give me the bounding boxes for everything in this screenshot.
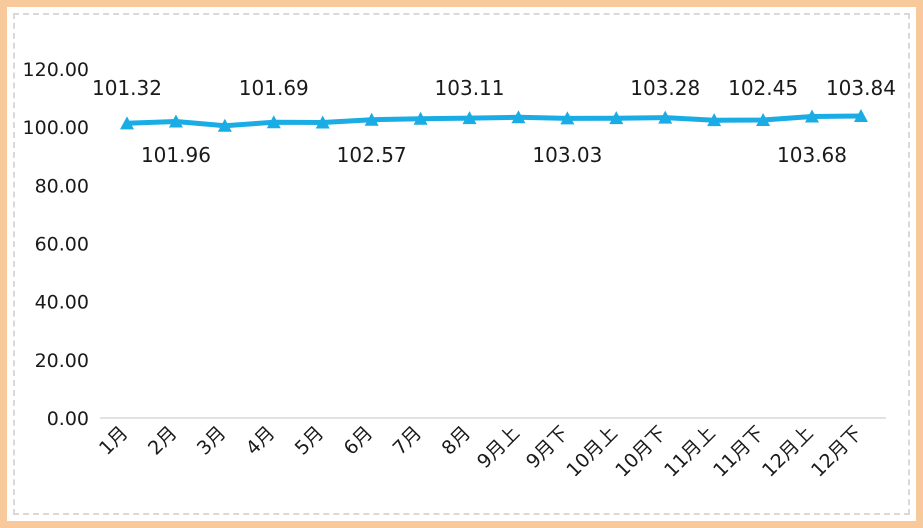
data-point-marker	[756, 113, 771, 127]
data-point-marker	[511, 110, 526, 124]
x-tick-label: 6月	[340, 422, 378, 460]
data-label: 102.45	[728, 76, 798, 100]
data-label: 103.68	[777, 143, 847, 167]
y-tick-label: 80.00	[35, 175, 89, 197]
data-point-marker	[266, 115, 281, 129]
data-point-marker	[462, 111, 477, 125]
data-point-marker	[315, 115, 330, 129]
y-tick-label: 100.00	[23, 117, 89, 139]
x-tick-label: 3月	[193, 422, 231, 460]
x-tick-label: 11月上	[660, 422, 720, 482]
y-tick-label: 40.00	[35, 292, 89, 314]
x-tick-label: 2月	[144, 422, 182, 460]
data-labels: 101.32 101.96 101.69 102.57 103.11 103.03 103.…	[92, 76, 896, 167]
data-point-marker	[413, 111, 428, 125]
data-label: 103.11	[435, 76, 505, 100]
x-tick-label: 8月	[438, 422, 476, 460]
x-axis-ticks: 1月 2月 3月 4月 5月 6月 7月 8月9月上9月下10月上10月下11月上11月下12…	[95, 422, 866, 482]
x-tick-label: 9月上	[473, 422, 524, 473]
y-axis-ticks: 0.00 20.00 40.00 60.00 80.00 100.00 120.00	[23, 59, 89, 430]
x-tick-label: 12月下	[807, 422, 867, 482]
data-label: 103.03	[532, 143, 602, 167]
x-tick-label: 11月下	[709, 422, 769, 482]
data-label: 103.84	[826, 76, 896, 100]
data-point-marker	[560, 111, 575, 125]
data-point-marker	[707, 113, 722, 127]
data-point-marker	[168, 114, 183, 128]
data-label: 102.57	[337, 143, 407, 167]
y-tick-label: 0.00	[47, 408, 89, 430]
y-tick-label: 120.00	[23, 59, 89, 81]
chart-area-border	[13, 13, 910, 515]
data-point-marker	[609, 111, 624, 125]
data-point-marker	[853, 108, 868, 122]
y-tick-label: 20.00	[35, 350, 89, 372]
x-tick-label: 5月	[291, 422, 329, 460]
series-markers	[120, 108, 868, 132]
x-tick-label: 4月	[242, 422, 280, 460]
series-line	[124, 113, 864, 129]
data-point-marker	[658, 110, 673, 124]
x-tick-label: 7月	[389, 422, 427, 460]
data-point-marker	[364, 112, 379, 126]
data-point-marker	[217, 118, 232, 132]
x-tick-label: 10月下	[611, 422, 671, 482]
x-tick-label: 12月上	[758, 422, 818, 482]
data-label: 101.96	[141, 143, 211, 167]
data-label: 101.32	[92, 76, 162, 100]
x-tick-label: 10月上	[562, 422, 622, 482]
data-label: 101.69	[239, 76, 309, 100]
data-point-marker	[805, 109, 820, 123]
x-tick-label: 1月	[95, 422, 133, 460]
data-label: 103.28	[630, 76, 700, 100]
data-point-marker	[120, 116, 134, 130]
y-tick-label: 60.00	[35, 234, 89, 256]
